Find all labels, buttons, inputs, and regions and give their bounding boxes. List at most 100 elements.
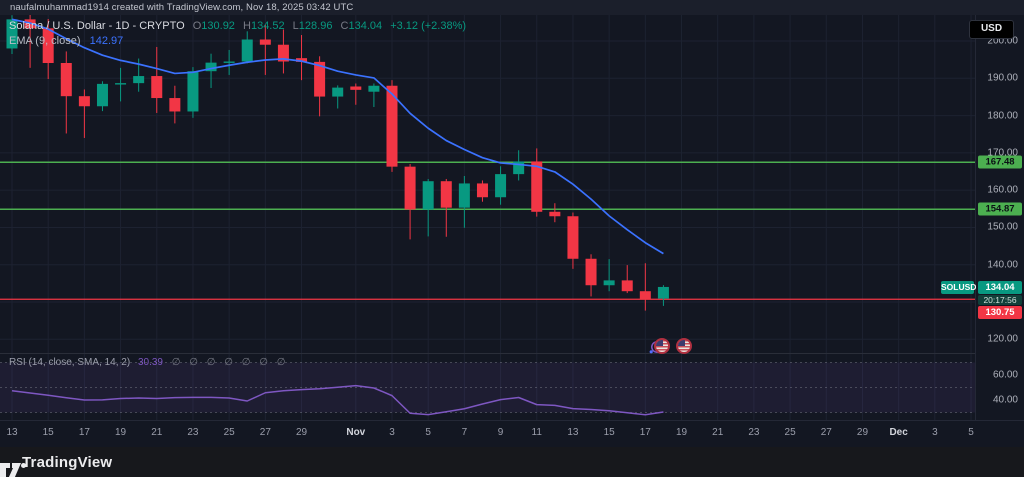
time-tick[interactable]: 25: [223, 427, 235, 438]
candle[interactable]: [115, 83, 127, 85]
time-tick[interactable]: 27: [820, 427, 832, 438]
time-tick[interactable]: 11: [531, 427, 542, 438]
time-tick[interactable]: 17: [639, 427, 651, 438]
time-tick[interactable]: Dec: [889, 427, 908, 438]
brand-name[interactable]: TradingView: [22, 453, 113, 471]
candle[interactable]: [241, 39, 253, 62]
candle[interactable]: [585, 258, 597, 286]
candle[interactable]: [169, 98, 181, 112]
candle[interactable]: [42, 28, 54, 63]
candle[interactable]: [314, 61, 326, 97]
candle[interactable]: [332, 87, 344, 97]
currency-usd-button[interactable]: USD: [969, 20, 1014, 39]
rsi-legend[interactable]: RSI (14, close, SMA, 14, 2) 30.39 ∅ ∅ ∅ …: [9, 357, 288, 368]
candle[interactable]: [657, 286, 669, 299]
candle[interactable]: [621, 280, 633, 292]
pane-divider[interactable]: [0, 353, 1024, 354]
candle[interactable]: [151, 76, 163, 99]
time-tick[interactable]: 7: [461, 427, 468, 438]
open-value: 130.92: [201, 20, 235, 32]
price-tick: 150.00: [987, 221, 1018, 233]
us-flag-icon[interactable]: [676, 338, 692, 354]
time-tick[interactable]: 23: [748, 427, 760, 438]
rsi-pane[interactable]: [0, 354, 975, 420]
high-value: 134.52: [250, 20, 285, 32]
time-tick[interactable]: 25: [784, 427, 796, 438]
open-key: O: [192, 20, 202, 32]
price-tick: 190.00: [987, 72, 1018, 84]
candle[interactable]: [259, 39, 271, 45]
candle[interactable]: [205, 62, 217, 72]
time-tick[interactable]: 5: [425, 427, 431, 438]
candle[interactable]: [476, 183, 488, 198]
close-key: C: [340, 20, 349, 32]
candle[interactable]: [277, 44, 289, 62]
low-value: 128.96: [298, 20, 333, 32]
time-axis[interactable]: 13 15 17 19 21 23 25 27 29 Nov 3 5 7 9 11 13 15 17 19 21 23 2…: [0, 420, 1024, 447]
ema-legend[interactable]: EMA (9, close) 142.97: [9, 35, 123, 47]
ema-line[interactable]: [11, 18, 664, 255]
candle[interactable]: [549, 211, 561, 217]
time-tick[interactable]: 5: [968, 427, 974, 438]
time-tick[interactable]: 21: [151, 427, 163, 438]
low-key: L: [292, 20, 299, 32]
rsi-line[interactable]: [11, 384, 664, 416]
symbol-title: Solana / U.S. Dollar - 1D - CRYPTO: [9, 20, 185, 32]
level-price-label: 167.48: [978, 155, 1022, 169]
price-tick: 170.00: [987, 147, 1018, 159]
ema-label: EMA (9, close): [9, 35, 81, 47]
rsi-tick: 60.00: [992, 369, 1018, 381]
candle[interactable]: [513, 161, 525, 175]
candle[interactable]: [60, 62, 72, 97]
candle[interactable]: [6, 19, 18, 49]
time-tick[interactable]: 23: [187, 427, 199, 438]
time-tick[interactable]: 13: [6, 427, 18, 438]
candle[interactable]: [458, 183, 470, 208]
time-tick[interactable]: 19: [115, 427, 127, 438]
candle[interactable]: [639, 291, 651, 300]
level-price-label: 154.87: [978, 202, 1022, 216]
time-tick[interactable]: 3: [932, 427, 938, 438]
rsi-label: RSI (14, close, SMA, 14, 2): [9, 357, 131, 368]
candle[interactable]: [567, 216, 579, 259]
candle[interactable]: [133, 76, 145, 84]
close-value: 134.04: [348, 20, 383, 32]
candle[interactable]: [223, 61, 235, 63]
attribution-bar: naufalmuhammad1914 created with TradingV…: [0, 0, 1024, 15]
footer-bar: TradingView: [0, 447, 1024, 477]
candle[interactable]: [440, 181, 452, 208]
candle[interactable]: [404, 166, 416, 210]
candle[interactable]: [96, 83, 108, 107]
candle[interactable]: [187, 71, 199, 112]
time-tick[interactable]: Nov: [346, 427, 366, 438]
candle[interactable]: [603, 280, 615, 286]
main-chart[interactable]: [0, 0, 975, 354]
candle[interactable]: [422, 181, 434, 210]
time-tick[interactable]: 15: [603, 427, 615, 438]
candle[interactable]: [495, 174, 507, 198]
time-tick[interactable]: 15: [42, 427, 54, 438]
time-tick[interactable]: 21: [712, 427, 724, 438]
symbol-price-badge: SOLUSD: [941, 280, 977, 294]
us-flag-icon[interactable]: [654, 338, 670, 354]
price-scale[interactable]: 200.00 190.00 180.00 170.00 160.00 150.00 140.…: [975, 0, 1024, 420]
candle[interactable]: [386, 85, 398, 167]
time-tick[interactable]: 19: [675, 427, 688, 438]
time-tick[interactable]: 3: [389, 427, 395, 438]
last-price-label: 134.04: [978, 280, 1022, 294]
time-tick[interactable]: 9: [497, 427, 504, 438]
time-tick[interactable]: 29: [295, 427, 308, 438]
time-tick[interactable]: 13: [567, 427, 579, 438]
symbol-legend[interactable]: Solana / U.S. Dollar - 1D - CRYPTO O130.…: [9, 20, 466, 32]
ema-value: 142.97: [89, 35, 124, 47]
rsi-value: 30.39: [137, 357, 163, 368]
time-tick[interactable]: 17: [78, 427, 90, 438]
candle[interactable]: [368, 85, 380, 92]
candle[interactable]: [296, 58, 308, 62]
candle[interactable]: [78, 96, 90, 107]
candle[interactable]: [350, 86, 362, 90]
candle[interactable]: [531, 161, 543, 212]
time-tick[interactable]: 27: [259, 427, 271, 438]
time-tick[interactable]: 29: [856, 427, 869, 438]
